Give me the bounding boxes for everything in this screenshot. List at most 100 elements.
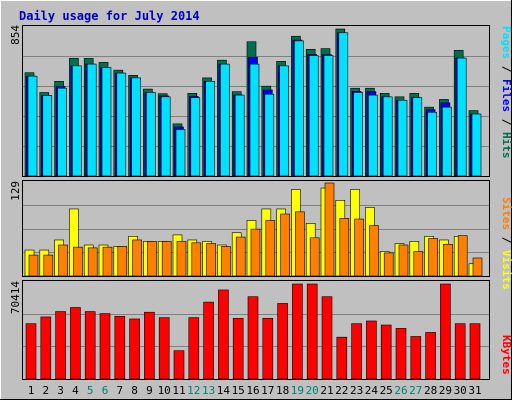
day-label: 19: [291, 384, 304, 397]
panel-frame: [22, 180, 490, 277]
legend-hits: Hits: [500, 132, 512, 159]
bar-sites: [206, 243, 216, 277]
bar-kbytes: [173, 350, 185, 380]
day-label: 31: [468, 384, 481, 397]
day-label: 28: [424, 384, 437, 397]
bar-pages: [412, 97, 423, 177]
day-label: 22: [335, 384, 348, 397]
bar-sites: [309, 237, 320, 277]
day-label: 1: [28, 384, 35, 397]
bar-sites: [383, 252, 394, 277]
panel-bars: [24, 182, 483, 277]
bar-sites: [295, 211, 305, 277]
bar-sites: [339, 218, 350, 277]
day-label: 18: [276, 384, 289, 397]
day-label: 25: [380, 384, 393, 397]
bar-pages: [234, 94, 245, 177]
bar-pages: [308, 55, 319, 177]
day-label: 11: [172, 384, 185, 397]
legend-pages-files-hits: Pages / Files / Hits: [500, 26, 512, 159]
bar-kbytes: [129, 318, 140, 380]
bar-pages: [368, 94, 378, 177]
bar-sites: [324, 182, 335, 277]
bar-sites: [117, 246, 128, 277]
bar-kbytes: [25, 323, 37, 380]
legend-pages: Pages: [500, 26, 512, 59]
day-label: 12: [187, 384, 200, 397]
bar-sites: [250, 228, 261, 277]
bar-sites: [472, 257, 483, 277]
bar-kbytes: [40, 316, 52, 380]
legend-sites: Sites: [500, 197, 512, 230]
chart-title: Daily usage for July 2014: [19, 9, 200, 23]
day-label: 6: [102, 384, 109, 397]
day-label: 26: [394, 384, 407, 397]
bar-kbytes: [84, 311, 96, 380]
bar-pages: [456, 57, 467, 177]
bar-kbytes: [70, 307, 81, 380]
bar-sites: [265, 220, 276, 277]
bar-pages: [294, 40, 304, 177]
day-label: 15: [232, 384, 245, 397]
day-label: 24: [365, 384, 379, 397]
bar-sites: [221, 246, 231, 277]
bar-kbytes: [247, 296, 259, 380]
day-label: 17: [261, 384, 274, 397]
bar-pages: [116, 72, 127, 177]
bar-kbytes: [203, 301, 214, 380]
bar-pages: [190, 97, 201, 177]
bar-pages: [264, 93, 275, 177]
bar-sites: [73, 246, 83, 277]
bar-kbytes: [321, 296, 333, 380]
bar-kbytes: [366, 320, 377, 380]
bar-pages: [101, 67, 112, 177]
panel-frame: [22, 25, 490, 177]
bar-sites: [191, 242, 202, 277]
bar-sites: [280, 213, 290, 277]
bar-pages: [249, 63, 260, 177]
day-label: 23: [350, 384, 363, 397]
bar-kbytes: [262, 317, 274, 380]
bar-kbytes: [410, 336, 422, 380]
bar-sites: [443, 243, 453, 277]
day-label: 13: [202, 384, 215, 397]
bar-kbytes: [351, 323, 362, 380]
legend-files: Files: [500, 79, 512, 112]
bar-sites: [102, 246, 113, 277]
bar-pages: [205, 81, 215, 177]
legend-separator: /: [500, 59, 512, 79]
day-label: 27: [409, 384, 422, 397]
bar-kbytes: [218, 289, 229, 380]
bar-sites: [87, 247, 98, 277]
bar-kbytes: [114, 315, 126, 380]
legend-kbytes: KBytes: [500, 335, 512, 375]
day-label: 7: [116, 384, 123, 397]
bar-kbytes: [158, 317, 170, 380]
day-label: 16: [246, 384, 259, 397]
legend-separator: /: [500, 230, 512, 250]
bar-pages: [338, 32, 349, 177]
bar-sites: [413, 251, 424, 277]
bar-sites: [43, 254, 54, 277]
bar-pages: [27, 75, 38, 177]
day-label: 20: [306, 384, 319, 397]
bar-kbytes: [99, 313, 111, 380]
day-label: 14: [217, 384, 231, 397]
panel-frame: [22, 280, 490, 380]
bar-kbytes: [395, 328, 407, 380]
bar-pages: [42, 95, 53, 177]
bar-pages: [397, 99, 408, 177]
bar-kbytes: [306, 283, 318, 380]
panel-bars: [25, 283, 481, 380]
bar-sites: [369, 225, 379, 277]
bar-kbytes: [144, 311, 155, 380]
bar-pages: [427, 112, 437, 177]
bar-pages: [382, 96, 393, 177]
bar-pages: [442, 106, 452, 177]
day-label: 3: [57, 384, 64, 397]
day-label: 10: [158, 384, 171, 397]
panel-hits-files-pages: 854 Pages / Files / Hits: [9, 25, 512, 177]
bar-sites: [457, 235, 468, 277]
day-label: 30: [454, 384, 467, 397]
